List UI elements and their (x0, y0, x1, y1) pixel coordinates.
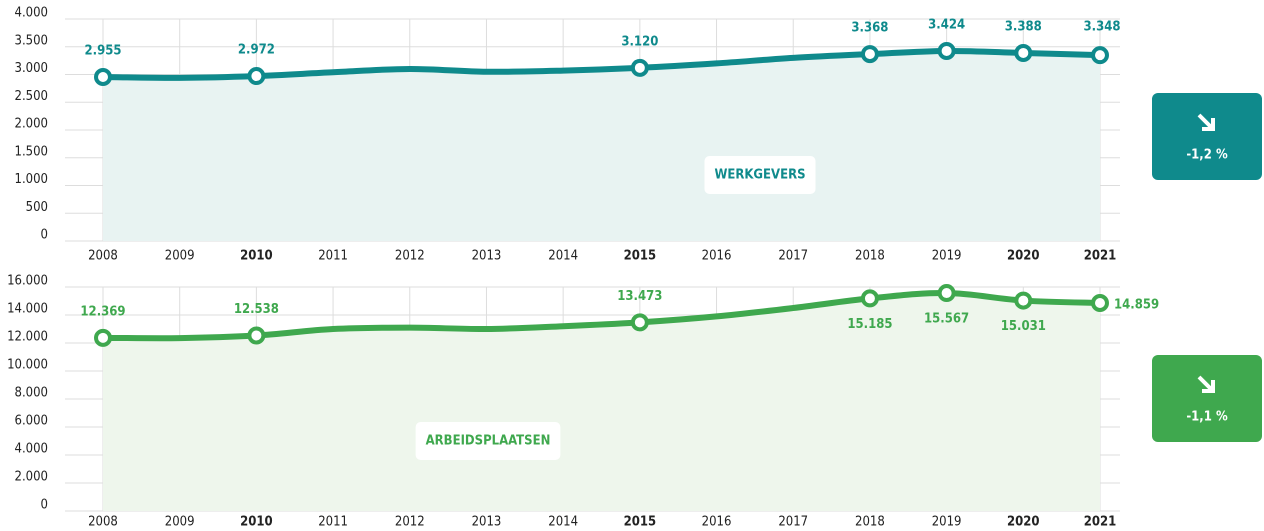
y-tick-label: 14.000 (7, 302, 48, 317)
data-label: 2.955 (85, 43, 122, 58)
point (937, 41, 956, 60)
y-tick-label: 12.000 (7, 330, 48, 345)
data-label: 2.972 (238, 43, 275, 58)
x-tick-label: 2015 (624, 249, 657, 264)
change-badge (1152, 355, 1262, 442)
x-tick-label: 2021 (1084, 249, 1117, 264)
x-tick-label: 2010 (240, 249, 273, 264)
x-tick-label: 2008 (88, 249, 118, 264)
change-value: -1,2 % (1186, 148, 1228, 163)
x-tick-label: 2018 (855, 515, 885, 530)
data-label: 15.185 (847, 317, 892, 332)
x-tick-label: 2012 (395, 515, 425, 530)
x-tick-label: 2020 (1007, 515, 1040, 530)
data-label: 13.473 (617, 289, 662, 304)
label-box (415, 422, 561, 460)
y-tick-label: 4.000 (15, 442, 48, 457)
y-tick-label: 500 (26, 200, 48, 215)
arrow-icon (1197, 375, 1215, 393)
data-label: 3.368 (851, 21, 888, 36)
x-tick-label: 2011 (318, 515, 348, 530)
x-tick-label: 2009 (165, 515, 195, 530)
x-tick-label: 2009 (165, 249, 195, 264)
data-label: 3.120 (621, 34, 658, 49)
point (1014, 43, 1033, 62)
x-tick-label: 2021 (1084, 515, 1117, 530)
area (103, 293, 1100, 511)
data-label: 12.369 (80, 304, 125, 319)
y-tick-label: 3.000 (15, 61, 48, 76)
y-tick-label: 6.000 (15, 414, 48, 429)
data-label: 12.538 (234, 302, 279, 317)
point (1091, 46, 1109, 65)
y-tick-label: 10.000 (7, 358, 48, 373)
y-tick-label: 2.500 (15, 89, 48, 104)
x-tick-label: 2017 (778, 249, 808, 264)
point (860, 45, 879, 64)
point (937, 284, 956, 303)
y-tick-label: 8.000 (15, 386, 48, 401)
area (103, 50, 1100, 242)
x-tick-label: 2016 (702, 515, 732, 530)
point (1091, 293, 1109, 312)
y-tick-label: 2.000 (15, 470, 48, 485)
data-label: 3.388 (1005, 19, 1042, 34)
y-tick-label: 0 (41, 498, 48, 513)
point (630, 313, 649, 332)
data-label: 3.424 (928, 17, 965, 32)
point (94, 328, 112, 347)
x-tick-label: 2014 (548, 249, 578, 264)
point (630, 58, 649, 77)
x-tick-label: 2013 (472, 515, 502, 530)
point (860, 289, 879, 308)
y-tick-label: 16.000 (7, 274, 48, 289)
y-tick-label: 4.000 (15, 6, 48, 21)
change-value: -1,1 % (1186, 410, 1228, 425)
x-tick-label: 2020 (1007, 249, 1040, 264)
x-tick-label: 2011 (318, 249, 348, 264)
series-label: ARBEIDSPLAATSEN (426, 434, 551, 449)
point (247, 67, 266, 86)
change-badge (1152, 93, 1262, 180)
point (1014, 291, 1033, 310)
x-tick-label: 2019 (932, 249, 962, 264)
data-label: 3.348 (1084, 20, 1121, 35)
x-tick-label: 2019 (932, 515, 962, 530)
data-label: 14.859 (1114, 297, 1159, 312)
y-tick-label: 0 (41, 228, 48, 243)
y-tick-label: 1.500 (15, 144, 48, 159)
series-label: WERKGEVERS (714, 168, 805, 183)
point (94, 67, 112, 86)
y-tick-label: 2.000 (15, 117, 48, 132)
x-tick-label: 2012 (395, 249, 425, 264)
point (247, 326, 266, 345)
x-tick-label: 2015 (624, 515, 657, 530)
data-label: 15.567 (924, 312, 969, 327)
y-tick-label: 3.500 (15, 33, 48, 48)
arrow-icon (1197, 113, 1215, 131)
x-tick-label: 2016 (702, 249, 732, 264)
label-box (704, 156, 816, 194)
y-tick-label: 1.000 (15, 172, 48, 187)
x-tick-label: 2010 (240, 515, 273, 530)
x-tick-label: 2008 (88, 515, 118, 530)
x-tick-label: 2014 (548, 515, 578, 530)
x-tick-label: 2013 (472, 249, 502, 264)
data-label: 15.031 (1001, 319, 1046, 334)
x-tick-label: 2017 (778, 515, 808, 530)
x-tick-label: 2018 (855, 249, 885, 264)
